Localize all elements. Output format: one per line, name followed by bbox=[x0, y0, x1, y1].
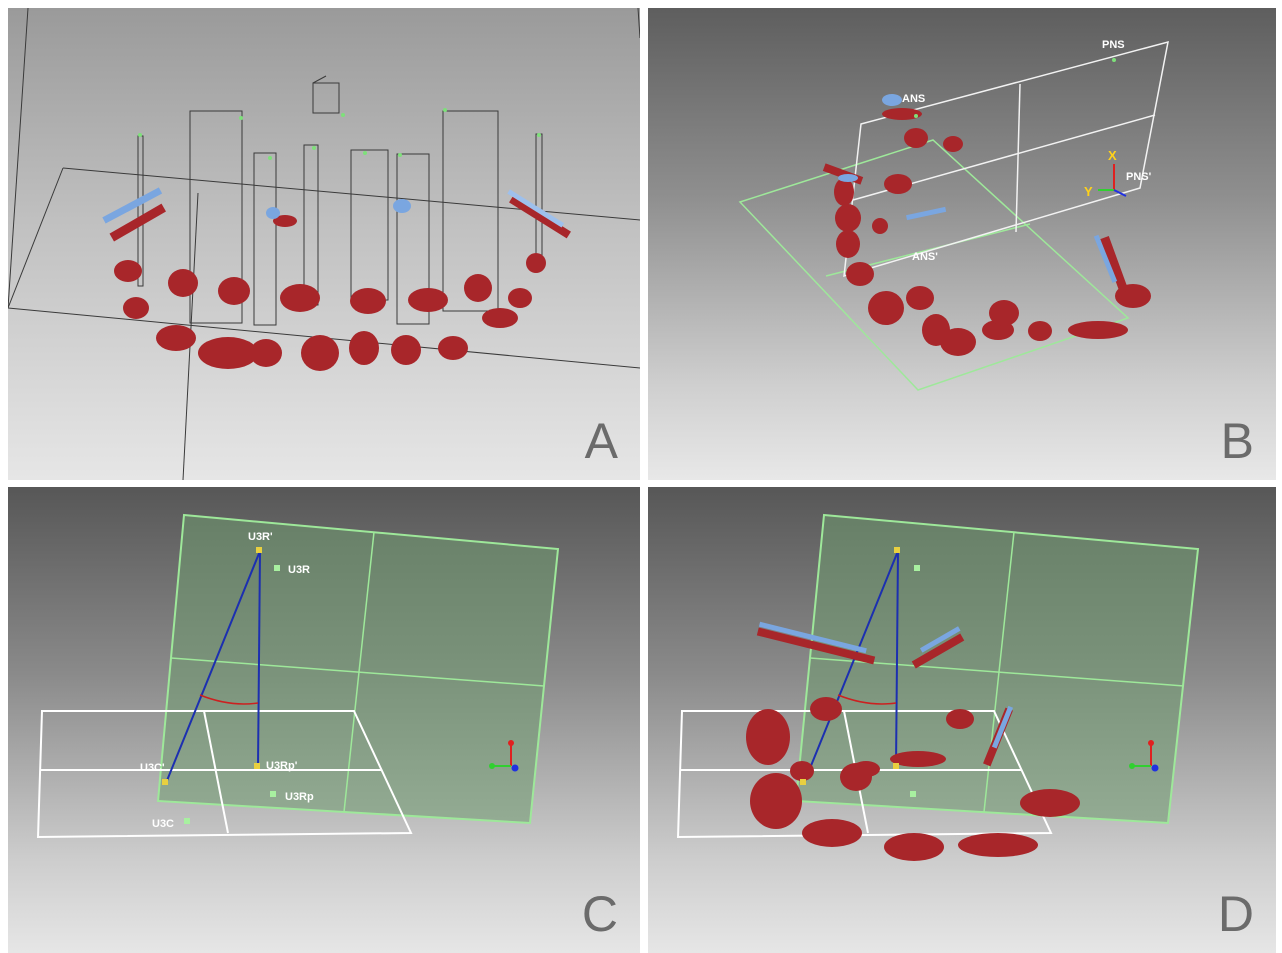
panel-b: ANS PNS ANS' PNS' X Y B bbox=[648, 8, 1276, 480]
panel-c: U3R' U3R U3C' U3Rp' U3Rp U3C C bbox=[8, 487, 640, 953]
panel-c-model: U3R' U3R U3C' U3Rp' U3Rp U3C bbox=[36, 513, 560, 839]
panel-a-model bbox=[8, 8, 640, 480]
panel-a: A bbox=[8, 8, 640, 480]
label-u3r-prime: U3R' bbox=[248, 531, 273, 543]
panel-b-model: ANS PNS ANS' PNS' X Y bbox=[738, 39, 1169, 391]
label-pns-prime: PNS' bbox=[1126, 171, 1152, 183]
panel-letter-d: D bbox=[1217, 886, 1254, 942]
label-pns: PNS bbox=[1102, 39, 1125, 51]
label-ans: ANS bbox=[902, 93, 925, 105]
axis-gizmo-c bbox=[489, 740, 519, 772]
label-u3c: U3C bbox=[152, 818, 174, 830]
axis-y-label: Y bbox=[1084, 184, 1093, 199]
panel-d: D bbox=[648, 487, 1276, 953]
label-u3rp: U3Rp bbox=[285, 791, 314, 803]
panel-letter-c: C bbox=[581, 886, 618, 942]
label-u3rp-prime: U3Rp' bbox=[266, 760, 298, 772]
panel-d-model bbox=[676, 513, 1200, 861]
panel-letter-b: B bbox=[1220, 413, 1254, 469]
axis-x-label: X bbox=[1108, 148, 1117, 163]
axis-gizmo: X Y bbox=[1084, 148, 1127, 199]
label-u3c-prime: U3C' bbox=[140, 762, 165, 774]
label-u3r: U3R bbox=[288, 564, 310, 576]
label-ans-prime: ANS' bbox=[912, 251, 938, 263]
axis-gizmo-d bbox=[1129, 740, 1159, 772]
panel-letter-a: A bbox=[584, 413, 618, 469]
